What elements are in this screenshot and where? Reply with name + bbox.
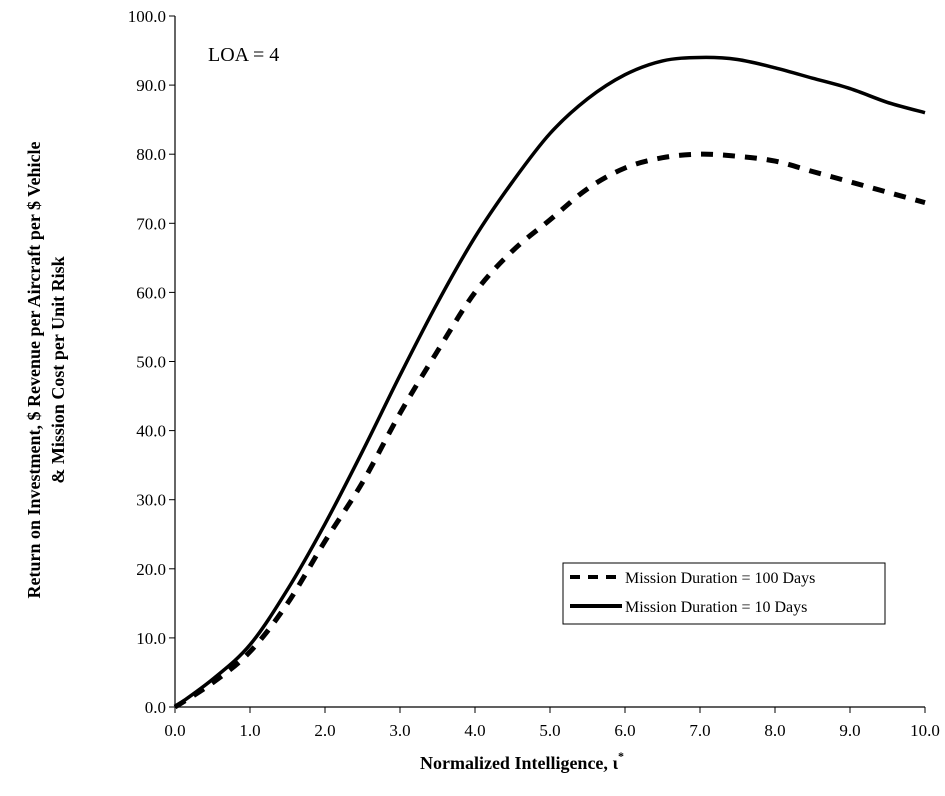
ticks: 0.0 1.0 2.0 3.0 4.0 5.0 6.0 7.0 8.0 9.0 10.0 0.0 10.… [128,7,940,740]
x-tick-label: 1.0 [239,721,260,740]
y-tick-label: 60.0 [136,283,166,302]
loa-annotation: LOA = 4 [208,44,279,66]
x-tick-label: 4.0 [464,721,485,740]
x-tick-label: 6.0 [614,721,635,740]
x-tick-label: 9.0 [839,721,860,740]
x-tick-label: 0.0 [164,721,185,740]
x-axis-title-symbol: ι [612,753,618,773]
x-axis-title-main: Normalized Intelligence, [420,753,612,773]
legend-box [562,562,886,625]
x-axis-title: Normalized Intelligence, ι* [420,749,624,773]
y-tick-label: 20.0 [136,560,166,579]
y-tick-label: 70.0 [136,214,166,233]
y-tick-label: 90.0 [136,76,166,95]
x-tick-label: 7.0 [689,721,710,740]
x-tick-label: 8.0 [764,721,785,740]
legend: Mission Duration = 100 Days Mission Dura… [562,562,886,625]
series-line-100-days [173,151,926,710]
x-tick-label: 5.0 [539,721,560,740]
x-tick-label: 10.0 [910,721,940,740]
y-tick-label: 80.0 [136,145,166,164]
y-axis-title-line1: Return on Investment, $ Revenue per Airc… [24,142,44,599]
y-tick-label: 50.0 [136,353,166,372]
y-tick-label: 100.0 [128,7,166,26]
legend-label-10-days: Mission Duration = 10 Days [625,599,807,616]
x-tick-label: 2.0 [314,721,335,740]
legend-label-100-days: Mission Duration = 100 Days [625,570,815,587]
x-tick-label: 3.0 [389,721,410,740]
series-line-10-days [173,55,926,709]
y-axis-title-line2: & Mission Cost per Unit Risk [48,256,68,483]
y-tick-label: 0.0 [145,698,166,717]
y-tick-label: 30.0 [136,491,166,510]
y-tick-label: 40.0 [136,422,166,441]
x-axis-title-superscript: * [618,749,624,763]
y-tick-label: 10.0 [136,629,166,648]
y-axis-title: Return on Investment, $ Revenue per Airc… [24,142,68,599]
series-layer [173,55,926,710]
